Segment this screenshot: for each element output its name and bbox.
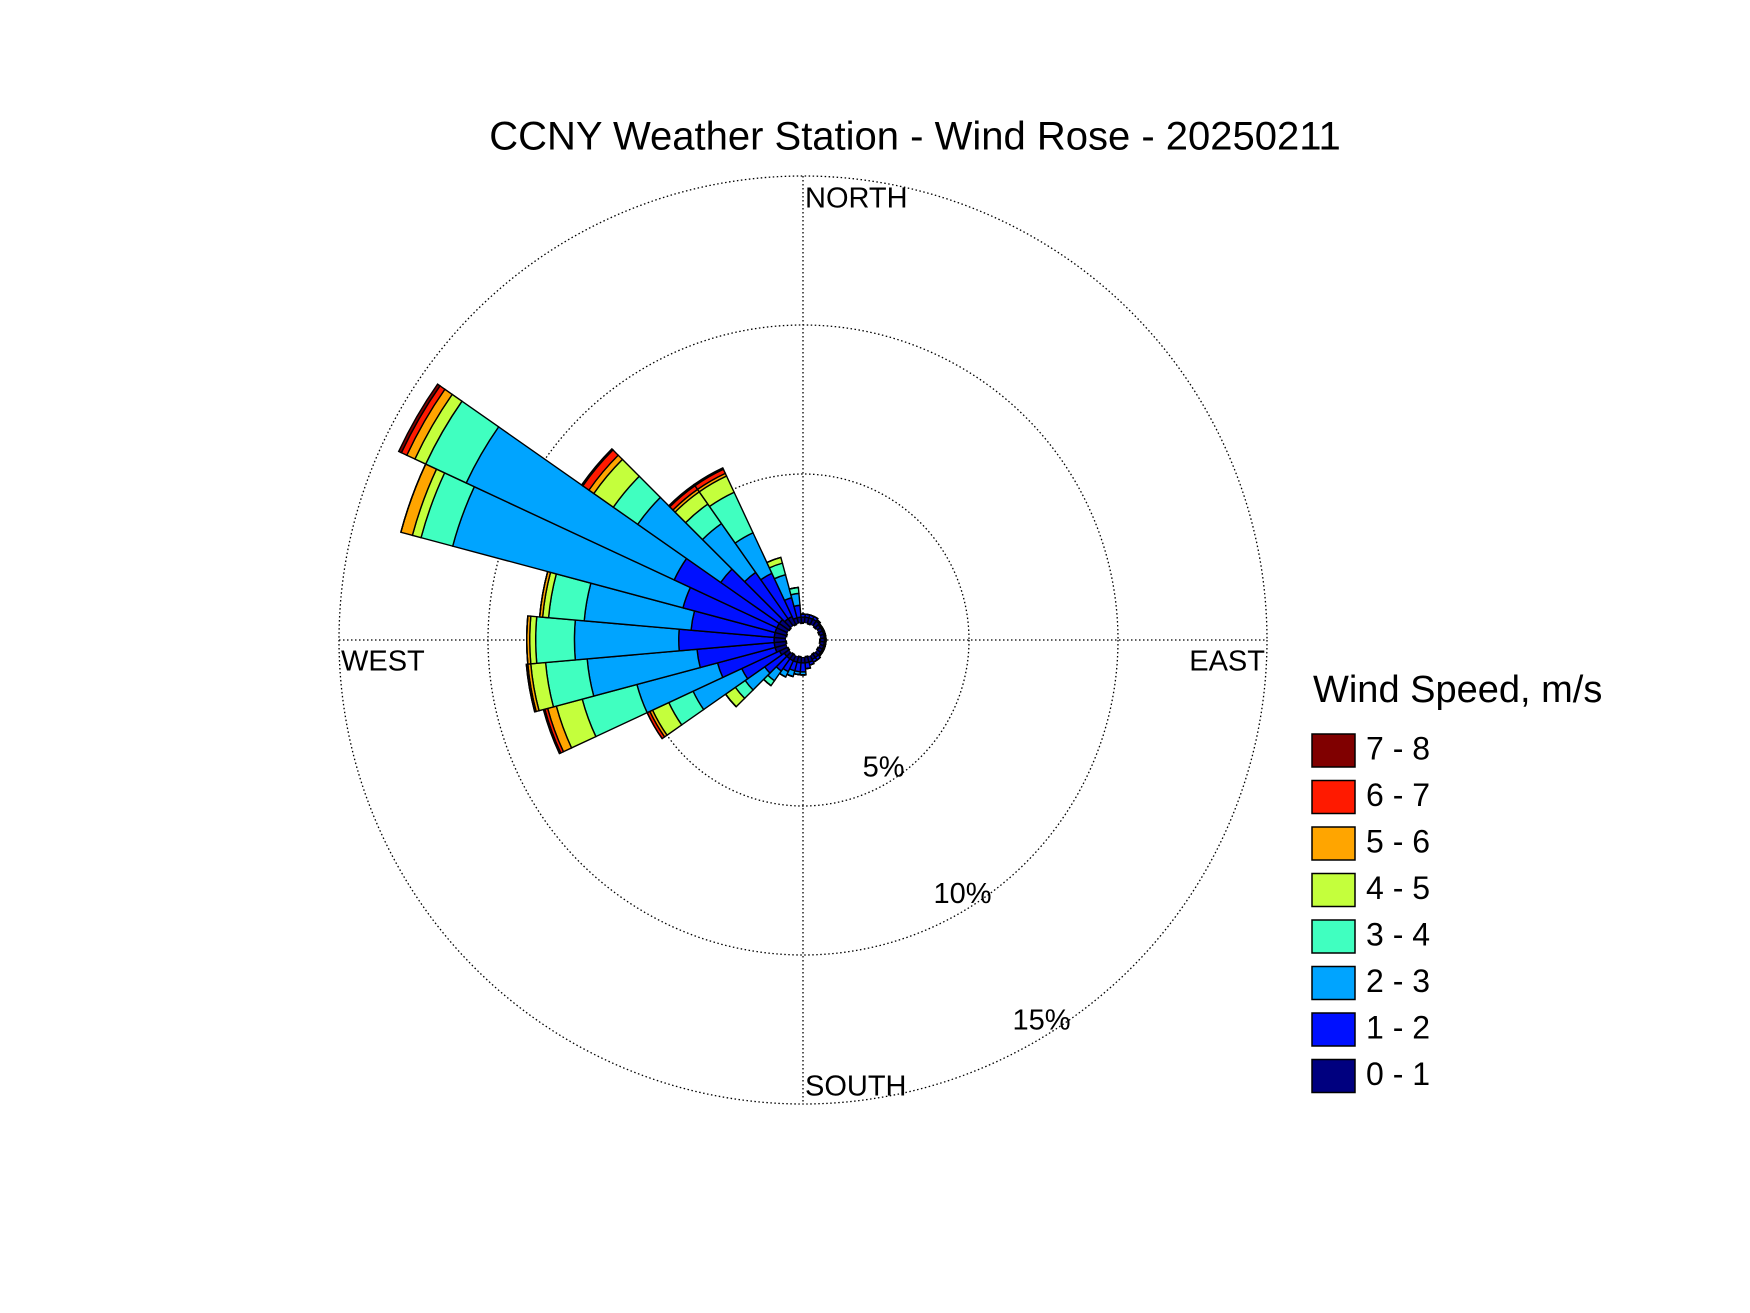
wedge-segment	[525, 664, 536, 713]
direction-label: NORTH	[805, 183, 908, 215]
wedge-segment	[805, 667, 811, 670]
legend-swatch	[1311, 872, 1356, 908]
direction-label: WEST	[341, 646, 425, 678]
legend-label: 4 - 5	[1366, 870, 1430, 906]
legend-swatch	[1311, 965, 1356, 1001]
legend-label: 0 - 1	[1366, 1056, 1430, 1092]
direction-label: EAST	[1189, 646, 1265, 678]
grid-circle	[338, 175, 1268, 1105]
legend-label: 5 - 6	[1366, 823, 1430, 859]
r-tick-label: 10%	[933, 878, 991, 910]
wedge-segment	[397, 383, 441, 454]
legend-label: 6 - 7	[1366, 777, 1430, 813]
legend-swatch	[1311, 733, 1356, 768]
legend-swatch	[1311, 919, 1356, 954]
r-tick-label: 15%	[1012, 1004, 1070, 1036]
legend-label: 7 - 8	[1366, 730, 1430, 766]
legend-swatch	[1311, 1012, 1356, 1047]
legend-label: 1 - 2	[1366, 1009, 1430, 1045]
wedge-segment	[693, 467, 725, 487]
legend-label: 3 - 4	[1366, 916, 1430, 952]
wedge-segment	[816, 619, 821, 624]
legend-swatch	[1311, 826, 1356, 861]
wedge-segment	[534, 615, 577, 665]
legend-swatch	[1311, 779, 1356, 815]
direction-label: SOUTH	[805, 1071, 907, 1103]
r-tick-label: 5%	[863, 752, 905, 784]
grid-circle	[487, 324, 1119, 956]
chart-title: CCNY Weather Station - Wind Rose - 20250…	[489, 115, 1341, 159]
wedge-segment	[580, 447, 614, 487]
calm-circle	[785, 622, 821, 658]
legend-label: 2 - 3	[1366, 963, 1430, 999]
legend-swatch	[1311, 1058, 1356, 1094]
legend-title: Wind Speed, m/s	[1313, 669, 1602, 711]
